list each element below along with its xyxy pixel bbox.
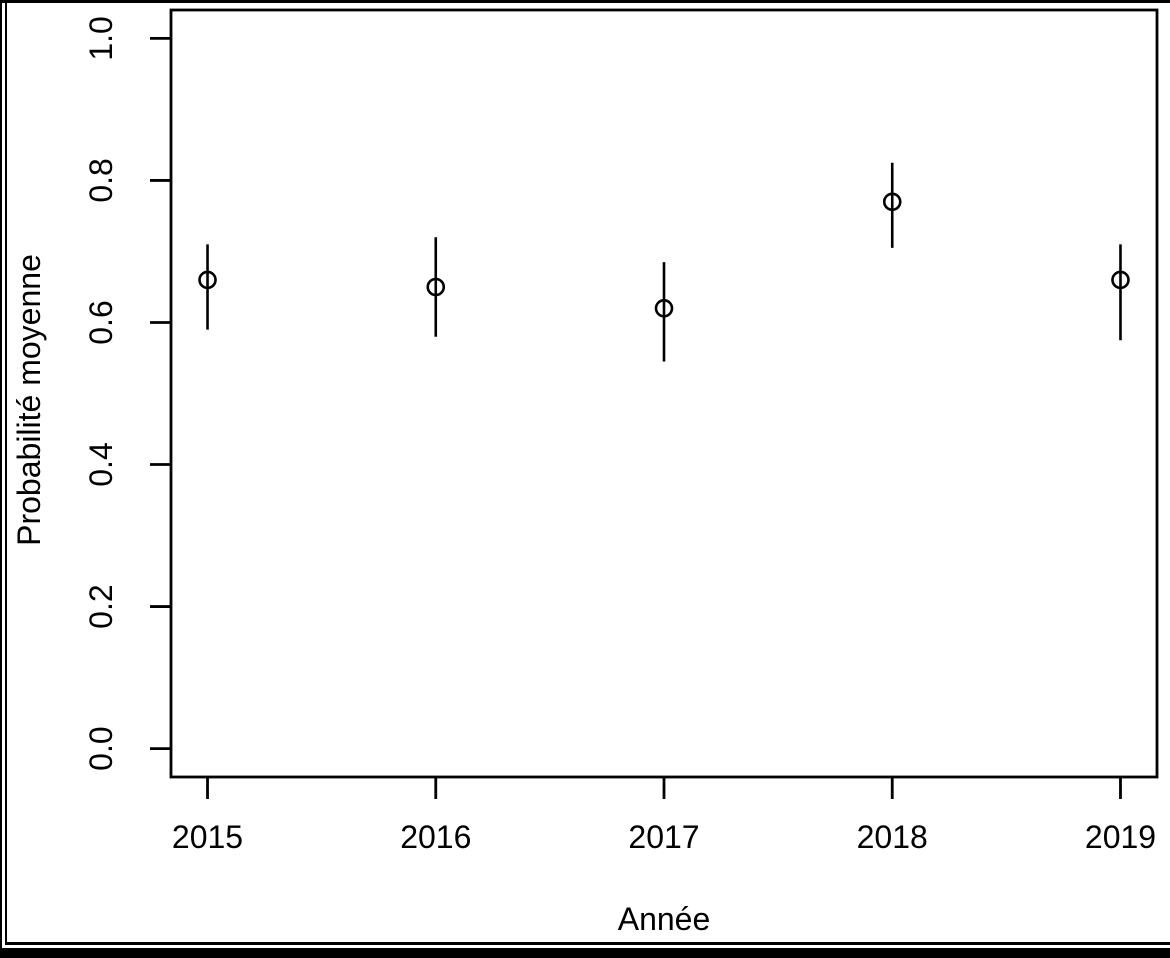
y-tick-label: 0.0 <box>83 726 119 770</box>
plot-area <box>169 8 1159 779</box>
frame-left-inner-line <box>5 0 7 945</box>
x-tick-label: 2018 <box>857 819 928 855</box>
x-tick-label: 2015 <box>172 819 243 855</box>
data-point-marker <box>882 192 902 212</box>
data-point-marker <box>654 298 674 318</box>
y-tick-label: 0.8 <box>83 158 119 202</box>
x-tick-label: 2016 <box>400 819 471 855</box>
frame-bottom-bar <box>0 948 1170 958</box>
y-axis-ticks: 0.0 0.2 0.4 0.6 0.8 1.0 <box>83 16 171 771</box>
frame-left-outer-edge <box>0 0 2 958</box>
y-tick-label: 1.0 <box>83 16 119 60</box>
y-tick-label: 0.6 <box>83 300 119 344</box>
x-tick-label: 2019 <box>1085 819 1156 855</box>
y-tick-label: 0.2 <box>83 584 119 628</box>
x-axis-ticks: 2015 2016 2017 2018 2019 <box>172 777 1156 855</box>
x-axis-title: Année <box>618 901 711 937</box>
frame-top-edge <box>0 0 1170 3</box>
data-point-marker <box>198 270 217 290</box>
x-tick-label: 2017 <box>628 819 699 855</box>
data-point-marker <box>426 277 446 297</box>
y-axis-title: Probabilité moyenne <box>11 254 47 546</box>
data-series <box>198 162 1130 362</box>
frame-bottom-inner-line <box>5 942 1170 945</box>
data-point-marker <box>1111 270 1130 290</box>
y-tick-label: 0.4 <box>83 442 119 486</box>
